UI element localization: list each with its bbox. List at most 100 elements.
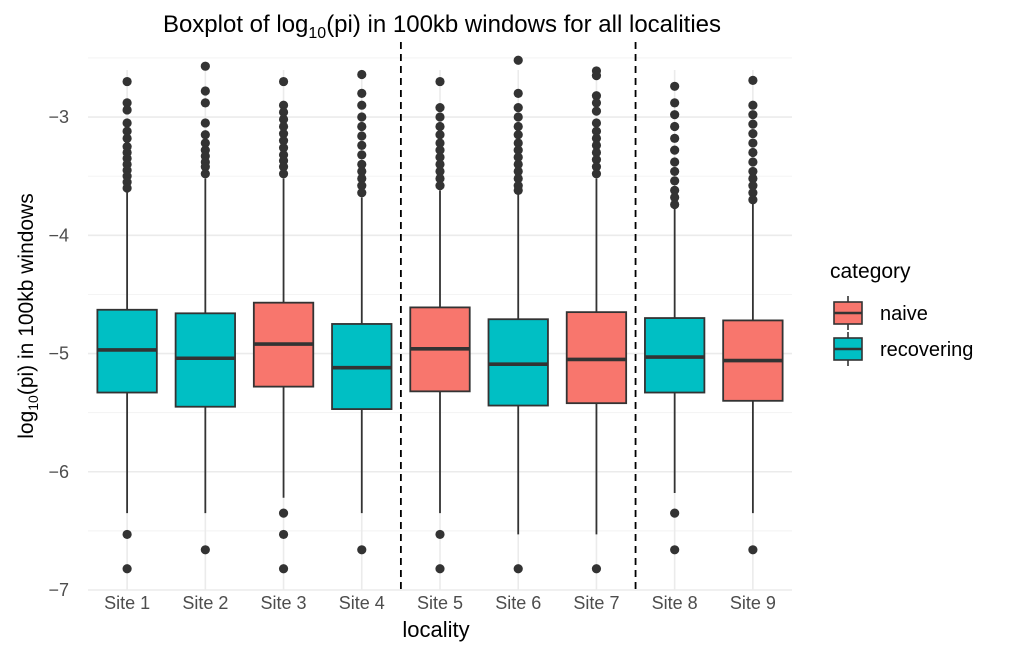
- outlier-point: [278, 169, 289, 179]
- y-tick-label: −4: [48, 225, 69, 245]
- outlier-point: [435, 529, 445, 540]
- outlier-point: [435, 173, 445, 184]
- outlier-point: [200, 138, 210, 148]
- chart-title-subscript: 10: [308, 25, 326, 42]
- y-axis-tick-labels: −3 −4 −5 −6 −7: [48, 107, 69, 600]
- outlier-point: [670, 145, 680, 155]
- x-tick-label-site-4: Site 4: [339, 593, 385, 613]
- box-site-3: [252, 76, 315, 574]
- outlier-point: [670, 133, 680, 143]
- outlier-point: [435, 152, 445, 162]
- legend-title: category: [830, 260, 911, 283]
- x-tick-label-site-6: Site 6: [495, 593, 541, 613]
- outlier-point: [748, 188, 758, 198]
- outlier-point: [435, 564, 445, 574]
- outlier-point: [200, 118, 210, 128]
- outlier-point: [748, 147, 758, 158]
- outlier-point: [200, 130, 210, 140]
- outlier-point: [278, 107, 289, 117]
- outlier-point: [748, 138, 758, 148]
- outlier-point: [591, 126, 602, 136]
- y-tick-label: −6: [48, 462, 69, 482]
- x-tick-label-site-7: Site 7: [573, 593, 619, 613]
- outlier-point: [357, 140, 367, 151]
- box-site-2: [174, 61, 236, 555]
- box-site-9: [722, 75, 784, 555]
- outlier-point: [435, 159, 445, 169]
- outlier-point: [513, 88, 523, 98]
- legend: category naive recovering: [830, 260, 973, 366]
- outlier-point: [122, 133, 132, 143]
- outlier-point: [357, 131, 367, 141]
- outlier-point: [200, 86, 210, 96]
- y-axis-label-subscript: 10: [25, 395, 41, 411]
- outlier-point: [435, 145, 445, 155]
- outlier-point: [122, 98, 132, 108]
- outlier-point: [670, 121, 680, 132]
- outlier-point: [748, 110, 758, 120]
- outlier-point: [122, 126, 132, 136]
- outlier-point: [513, 145, 523, 155]
- outlier-point: [278, 136, 289, 146]
- outlier-point: [591, 169, 602, 179]
- x-axis-tick-labels: Site 1 Site 2 Site 3 Site 4 Site 5 Site 6 Site…: [104, 593, 776, 613]
- x-tick-label-site-3: Site 3: [261, 593, 307, 613]
- outlier-point: [122, 105, 132, 115]
- y-axis-label: log10(pi) in 100kb windows: [15, 193, 41, 439]
- outlier-point: [513, 564, 523, 574]
- x-tick-label-site-8: Site 8: [652, 593, 698, 613]
- outlier-point: [591, 98, 602, 108]
- outlier-point: [591, 118, 602, 128]
- legend-label-naive: naive: [880, 303, 928, 325]
- outlier-point: [278, 100, 289, 110]
- chart-title-prefix: Boxplot of log: [163, 11, 308, 38]
- outlier-point: [122, 118, 132, 128]
- outlier-point: [670, 98, 680, 108]
- outlier-point: [357, 181, 367, 191]
- outlier-point: [357, 100, 367, 110]
- outlier-point: [200, 169, 210, 179]
- outlier-point: [748, 173, 758, 184]
- outlier-point: [278, 508, 289, 518]
- outlier-point: [122, 183, 132, 193]
- outlier-point: [278, 162, 289, 172]
- outlier-point: [200, 61, 210, 71]
- x-tick-label-site-2: Site 2: [182, 593, 228, 613]
- outlier-point: [278, 121, 289, 132]
- outlier-point: [513, 121, 523, 132]
- y-axis-label-prefix: log: [15, 411, 38, 439]
- y-tick-label: −5: [48, 344, 69, 364]
- outlier-point: [591, 106, 602, 116]
- outlier-point: [748, 545, 758, 555]
- legend-entry-naive: naive: [833, 296, 928, 330]
- outlier-point: [278, 114, 289, 124]
- box-site-1: [96, 76, 158, 574]
- outlier-point: [357, 545, 367, 555]
- outlier-point: [748, 181, 758, 191]
- outlier-point: [748, 75, 758, 85]
- outlier-point: [435, 181, 445, 191]
- outlier-point: [357, 121, 367, 132]
- outlier-point: [122, 76, 132, 87]
- outlier-point: [670, 166, 680, 177]
- outlier-point: [122, 564, 132, 574]
- outlier-point: [591, 155, 602, 165]
- outlier-point: [513, 185, 523, 195]
- outlier-point: [591, 162, 602, 172]
- outlier-point: [670, 545, 680, 555]
- legend-label-recovering: recovering: [880, 339, 973, 361]
- chart-title: Boxplot of log10(pi) in 100kb windows fo…: [163, 11, 721, 42]
- box-site-7: [565, 66, 628, 574]
- outlier-point: [748, 195, 758, 205]
- outlier-point: [357, 112, 367, 122]
- outlier-point: [357, 150, 367, 160]
- outlier-point: [513, 159, 523, 169]
- outlier-point: [513, 130, 523, 140]
- x-axis-label: locality: [402, 617, 469, 642]
- outlier-point: [122, 529, 132, 540]
- outlier-point: [513, 152, 523, 162]
- y-tick-label: −7: [48, 580, 69, 600]
- outlier-point: [357, 159, 367, 169]
- box-site-6: [487, 55, 549, 574]
